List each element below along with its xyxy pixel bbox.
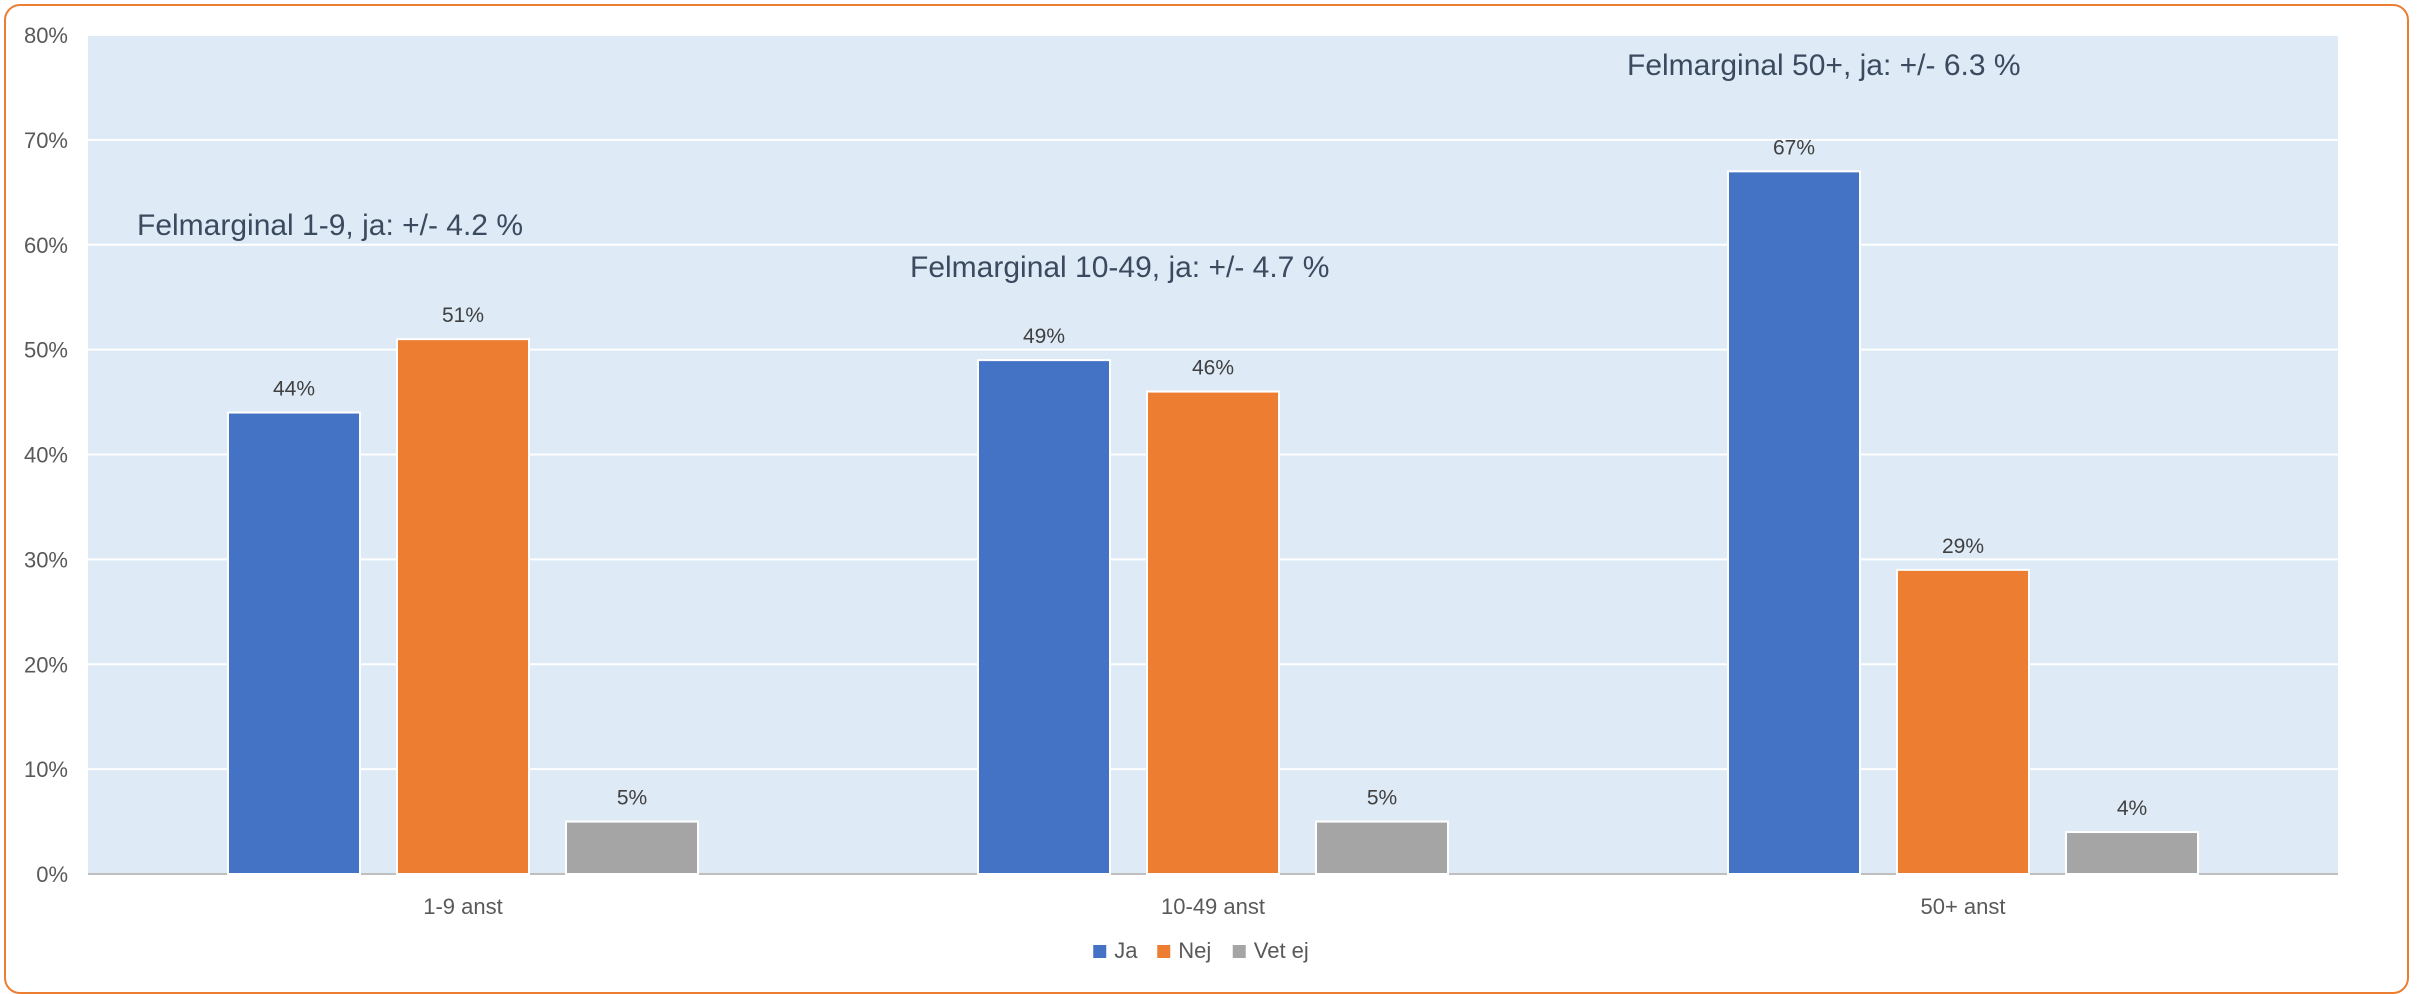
data-label: 44% <box>273 378 315 401</box>
y-tick-label: 70% <box>24 128 68 153</box>
y-tick-label: 40% <box>24 443 68 468</box>
legend-label: Ja <box>1114 938 1138 963</box>
x-category-label: 1-9 anst <box>423 894 503 919</box>
bar-vet-ej-2 <box>1315 820 1449 875</box>
bar-nej-2 <box>1146 390 1280 875</box>
x-category-label: 10-49 anst <box>1161 894 1265 919</box>
x-category-label: 50+ anst <box>1920 894 2005 919</box>
data-labels: 44% 51% 5% 49% 46% 5% 67% 29% 4% <box>273 136 2147 820</box>
data-label: 67% <box>1773 136 1815 159</box>
annotation-1-9: Felmarginal 1-9, ja: +/- 4.2 % <box>137 209 523 242</box>
y-axis-ticks: 0% 10% 20% 30% 40% 50% 60% 70% 80% <box>24 23 68 887</box>
y-tick-label: 80% <box>24 23 68 48</box>
legend-swatch-vet-ej <box>1232 945 1246 958</box>
legend-swatch-nej <box>1157 945 1171 958</box>
data-label: 51% <box>442 304 484 327</box>
y-tick-label: 0% <box>36 862 68 887</box>
data-label: 46% <box>1192 357 1234 380</box>
bar-ja-3 <box>1727 170 1861 875</box>
y-tick-label: 50% <box>24 338 68 363</box>
bars <box>227 170 2199 875</box>
bar-nej-1 <box>396 338 530 875</box>
data-label: 49% <box>1023 325 1065 348</box>
bar-ja-2 <box>977 359 1111 875</box>
y-tick-label: 10% <box>24 757 68 782</box>
legend: Ja Nej Vet ej <box>1093 938 1309 963</box>
y-tick-label: 20% <box>24 652 68 677</box>
legend-label: Nej <box>1178 938 1211 963</box>
data-label: 29% <box>1942 535 1984 558</box>
y-tick-label: 30% <box>24 547 68 572</box>
bar-vet-ej-1 <box>565 820 699 875</box>
legend-label: Vet ej <box>1254 938 1309 963</box>
annotation-10-49: Felmarginal 10-49, ja: +/- 4.7 % <box>910 251 1329 284</box>
data-label: 5% <box>617 787 647 810</box>
bar-vet-ej-3 <box>2065 831 2199 875</box>
bar-nej-3 <box>1896 568 2030 875</box>
annotation-50plus: Felmarginal 50+, ja: +/- 6.3 % <box>1627 49 2021 82</box>
annotations: Felmarginal 1-9, ja: +/- 4.2 % Felmargin… <box>137 49 2021 284</box>
y-tick-label: 60% <box>24 233 68 258</box>
data-label: 4% <box>2117 797 2147 820</box>
legend-swatch-ja <box>1093 945 1107 958</box>
x-axis-categories: 1-9 anst 10-49 anst 50+ anst <box>423 894 2005 919</box>
data-label: 5% <box>1367 787 1397 810</box>
bar-ja-1 <box>227 411 361 875</box>
